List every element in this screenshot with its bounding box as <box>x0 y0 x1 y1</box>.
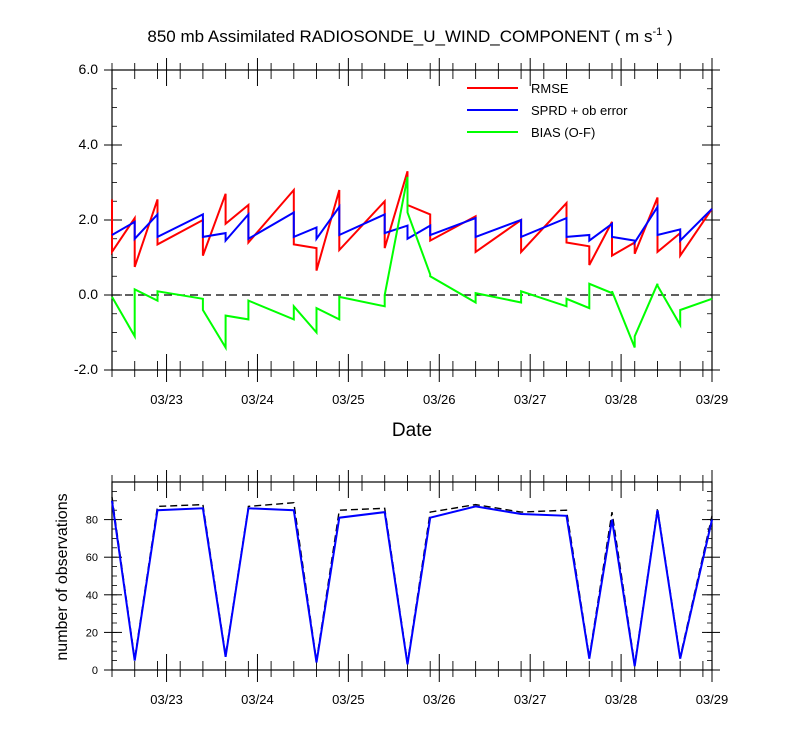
legend-label-0: RMSE <box>531 81 569 96</box>
bottom-ytick-label: 60 <box>86 552 98 564</box>
top-ytick-label: 0.0 <box>79 286 99 302</box>
bottom-xtick-label: 03/25 <box>332 692 365 707</box>
bottom-series-group <box>111 496 713 667</box>
top-ytick-label: 4.0 <box>79 136 99 152</box>
chart-title-end: ) <box>662 27 672 46</box>
top-series-rmse <box>111 171 713 271</box>
bottom-xtick-label: 03/29 <box>696 692 729 707</box>
top-ytick-label: 6.0 <box>79 61 99 77</box>
bottom-xtick-label: 03/23 <box>150 692 183 707</box>
top-ytick-label: -2.0 <box>74 361 98 377</box>
x-axis-label: Date <box>392 420 432 441</box>
legend-label-2: BIAS (O-F) <box>531 125 595 140</box>
top-xtick-label: 03/27 <box>514 392 547 407</box>
y-axis-label-observations: number of observations <box>54 493 71 660</box>
bottom-xtick-label: 03/27 <box>514 692 547 707</box>
top-xtick-label: 03/28 <box>605 392 638 407</box>
top-xtick-label: 03/26 <box>423 392 456 407</box>
bottom-ytick-label: 80 <box>86 515 98 527</box>
top-ytick-label: 2.0 <box>79 211 99 227</box>
top-series-group <box>111 171 713 352</box>
chart-title-superscript: -1 <box>652 26 662 38</box>
top-xtick-label: 03/23 <box>150 392 183 407</box>
bottom-xtick-label: 03/28 <box>605 692 638 707</box>
legend: RMSE SPRD + ob error BIAS (O-F) <box>467 81 628 140</box>
bottom-ytick-label: 20 <box>86 627 98 639</box>
bottom-xtick-label: 03/24 <box>241 692 274 707</box>
bottom-series-assimilated-observations <box>111 500 713 667</box>
bottom-xtick-label: 03/26 <box>423 692 456 707</box>
bottom-ytick-label: 40 <box>86 590 98 602</box>
chart-title: 850 mb Assimilated RADIOSONDE_U_WIND_COM… <box>147 26 672 46</box>
chart-title-main: 850 mb Assimilated RADIOSONDE_U_WIND_COM… <box>147 27 652 46</box>
top-panel: 850 mb Assimilated RADIOSONDE_U_WIND_COM… <box>74 26 728 441</box>
bottom-ytick-label: 0 <box>92 665 98 677</box>
top-series-sprd-ob-error <box>111 203 713 246</box>
top-series-bias-o-f <box>111 176 713 352</box>
bottom-panel: 0 20 40 60 80 03/23 03/24 03/25 03/26 03/27 03/28 0… <box>54 470 728 707</box>
top-xtick-label: 03/29 <box>696 392 729 407</box>
legend-label-1: SPRD + ob error <box>531 103 628 118</box>
bottom-plot-area: 0 20 40 60 80 03/23 03/24 03/25 03/26 03/27 03/28 0… <box>86 470 729 707</box>
top-plot-area: -2.0 0.0 2.0 4.0 6.0 03/23 03/24 03/25 03/26 03/2… <box>74 58 728 407</box>
top-xtick-label: 03/24 <box>241 392 274 407</box>
top-xtick-label: 03/25 <box>332 392 365 407</box>
